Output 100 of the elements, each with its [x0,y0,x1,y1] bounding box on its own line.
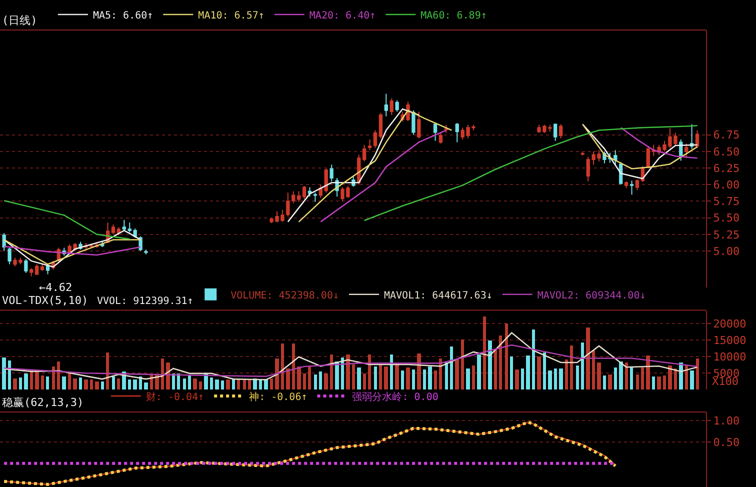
bar [319,371,322,390]
bar [532,329,535,390]
bar [2,357,6,390]
bar [128,379,131,390]
candlestick [35,264,39,276]
bar [526,355,530,390]
bar [592,350,595,390]
bar [133,379,137,390]
bar [390,354,393,390]
bar [619,361,623,390]
y-tick-label: 1.00 [713,414,740,428]
bar [341,357,344,390]
bar [84,379,88,390]
bar [434,370,437,390]
candlestick [8,247,12,265]
bar [221,380,224,390]
bar [106,352,109,390]
bar [505,323,508,390]
y-tick-label: 6.25 [713,162,740,175]
bar [488,340,492,390]
candlestick [330,164,334,182]
bar [445,362,448,390]
candlestick [111,224,116,235]
bar [641,367,644,390]
bar [455,359,459,390]
bar [570,345,573,390]
bar [690,370,694,390]
bar [117,378,120,390]
candlestick [635,178,640,190]
bar [494,348,497,390]
bar [8,360,11,390]
bar [363,373,366,390]
bar [625,362,628,390]
bar [308,366,311,390]
candlestick [433,122,438,142]
bar [685,365,688,390]
bar [537,356,541,390]
bar [646,355,650,390]
y-tick-label: 5.50 [713,212,740,225]
bar [297,366,301,390]
bar [608,374,612,390]
candlestick [417,111,421,139]
candlestick [438,132,443,144]
bar [352,364,355,390]
bar [521,368,524,390]
bar [144,382,148,390]
candlestick [554,123,558,142]
bar [95,381,99,390]
bar [237,379,240,390]
annotation: ←4.62 [39,281,72,294]
bar [52,366,55,390]
bar [335,361,339,390]
bar [374,366,377,390]
bar [270,378,273,390]
bar [253,378,257,390]
line-series [3,332,698,380]
bar [543,352,546,390]
bar [357,367,361,390]
candlestick [24,258,28,274]
bar [210,377,213,390]
y-tick-label: 5.75 [713,195,740,208]
bar [46,376,49,390]
bar [515,369,519,390]
bar [368,354,371,390]
bar [384,366,388,390]
bar [330,354,333,390]
bar [177,373,180,390]
bar [428,366,432,390]
bar [286,368,290,390]
bar [614,367,617,390]
bar [112,376,115,390]
bar [35,371,39,390]
bar [161,358,164,390]
bar [586,327,590,390]
bar [548,370,552,390]
bar [565,359,568,390]
candlestick [302,185,306,200]
bar [581,342,584,390]
bar [395,364,399,390]
candlestick [558,124,563,139]
bar [281,343,284,390]
candlestick [580,152,584,156]
candlestick [646,146,650,169]
bar [248,379,251,390]
bar [188,374,191,390]
bar [172,373,175,390]
bar [79,377,82,390]
candlestick [630,180,634,196]
candlestick [128,222,132,233]
bar [232,379,235,390]
text: VVOL: 912399.31↑ [97,296,194,307]
candlestick [390,98,394,116]
y-tick-label: 6.00 [713,178,740,192]
legend-label: MA5: 6.60↑ [92,10,154,22]
line-series [3,344,698,378]
bar [554,368,557,390]
y-tick-label: 15000 [713,334,746,347]
candlestick [30,268,34,277]
candlestick [684,143,688,159]
bar [559,368,563,390]
